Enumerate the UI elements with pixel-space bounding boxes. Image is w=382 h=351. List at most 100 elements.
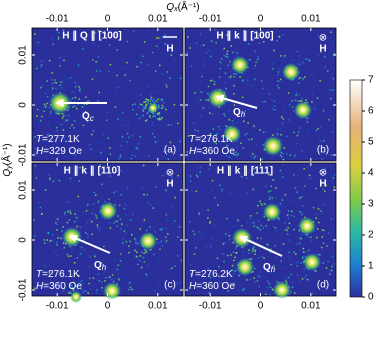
- noise-pixel: [232, 51, 234, 54]
- noise-pixel: [41, 212, 43, 215]
- noise-pixel: [161, 36, 163, 38]
- noise-pixel: [154, 186, 157, 188]
- noise-pixel: [104, 280, 106, 282]
- noise-pixel: [239, 187, 241, 190]
- noise-pixel: [312, 74, 315, 76]
- noise-pixel: [60, 86, 63, 89]
- noise-pixel: [132, 109, 134, 111]
- noise-pixel: [66, 201, 69, 203]
- noise-pixel: [115, 91, 118, 94]
- noise-pixel: [158, 113, 160, 115]
- noise-pixel: [178, 145, 180, 148]
- noise-pixel: [126, 187, 129, 189]
- noise-pixel: [277, 128, 279, 131]
- noise-pixel: [192, 122, 195, 125]
- noise-pixel: [51, 87, 54, 90]
- noise-pixel: [48, 107, 50, 109]
- bragg-spot: [223, 125, 241, 143]
- noise-pixel: [189, 47, 191, 49]
- noise-pixel: [57, 38, 60, 40]
- noise-pixel: [82, 124, 85, 126]
- noise-pixel: [50, 110, 52, 113]
- noise-pixel: [286, 214, 289, 216]
- noise-pixel: [286, 135, 288, 138]
- noise-pixel: [119, 218, 122, 220]
- noise-pixel: [300, 64, 302, 66]
- noise-pixel: [213, 141, 216, 143]
- noise-pixel: [107, 276, 109, 279]
- noise-pixel: [63, 288, 65, 290]
- noise-pixel: [45, 105, 47, 108]
- noise-pixel: [152, 98, 155, 101]
- noise-pixel: [147, 110, 150, 113]
- noise-pixel: [157, 281, 160, 284]
- noise-pixel: [159, 64, 161, 67]
- noise-pixel: [119, 260, 122, 262]
- noise-pixel: [199, 171, 202, 173]
- noise-pixel: [145, 107, 147, 109]
- noise-pixel: [114, 106, 117, 108]
- noise-pixel: [303, 275, 306, 278]
- noise-pixel: [291, 106, 294, 108]
- noise-pixel: [75, 216, 78, 219]
- noise-pixel: [73, 127, 75, 129]
- noise-pixel: [284, 266, 287, 269]
- noise-pixel: [153, 253, 155, 256]
- noise-pixel: [228, 238, 231, 241]
- noise-pixel: [269, 293, 271, 296]
- noise-pixel: [269, 286, 272, 289]
- panel-title: H ∥ k ∥ [111]: [217, 166, 273, 177]
- noise-pixel: [273, 105, 276, 107]
- noise-pixel: [157, 242, 159, 244]
- noise-pixel: [44, 189, 47, 191]
- noise-pixel: [288, 256, 291, 259]
- panel-tag: (a): [164, 145, 176, 156]
- noise-pixel: [136, 148, 139, 150]
- noise-pixel: [153, 115, 155, 118]
- noise-pixel: [199, 45, 202, 48]
- noise-pixel: [163, 101, 165, 104]
- noise-pixel: [257, 257, 260, 259]
- noise-pixel: [71, 124, 73, 126]
- bragg-spot: [103, 282, 121, 300]
- noise-pixel: [294, 99, 297, 102]
- noise-pixel: [98, 280, 101, 282]
- noise-pixel: [211, 238, 214, 240]
- noise-pixel: [80, 288, 83, 291]
- noise-pixel: [282, 276, 285, 278]
- noise-pixel: [287, 217, 290, 219]
- noise-pixel: [91, 220, 93, 223]
- noise-pixel: [277, 74, 279, 76]
- noise-pixel: [88, 143, 91, 146]
- noise-pixel: [316, 236, 318, 239]
- noise-pixel: [142, 55, 144, 58]
- noise-pixel: [261, 256, 263, 258]
- noise-pixel: [332, 77, 335, 80]
- noise-pixel: [219, 281, 221, 284]
- noise-pixel: [143, 101, 145, 104]
- noise-pixel: [120, 193, 122, 196]
- noise-pixel: [155, 45, 158, 47]
- noise-pixel: [102, 170, 104, 173]
- noise-pixel: [208, 106, 210, 108]
- bragg-spot: [70, 291, 82, 303]
- noise-pixel: [321, 236, 324, 238]
- noise-pixel: [83, 239, 85, 242]
- noise-pixel: [108, 276, 111, 278]
- noise-pixel: [320, 246, 323, 249]
- noise-pixel: [209, 222, 211, 224]
- noise-pixel: [274, 227, 277, 229]
- noise-pixel: [85, 290, 87, 293]
- noise-pixel: [301, 262, 303, 264]
- noise-pixel: [278, 87, 280, 89]
- noise-pixel: [146, 251, 149, 254]
- noise-pixel: [254, 78, 256, 80]
- noise-pixel: [307, 58, 310, 61]
- noise-pixel: [287, 227, 289, 229]
- noise-pixel: [303, 168, 305, 170]
- noise-pixel: [139, 135, 141, 138]
- noise-pixel: [304, 277, 307, 279]
- noise-pixel: [46, 80, 48, 82]
- noise-pixel: [43, 239, 45, 241]
- noise-pixel: [165, 108, 167, 111]
